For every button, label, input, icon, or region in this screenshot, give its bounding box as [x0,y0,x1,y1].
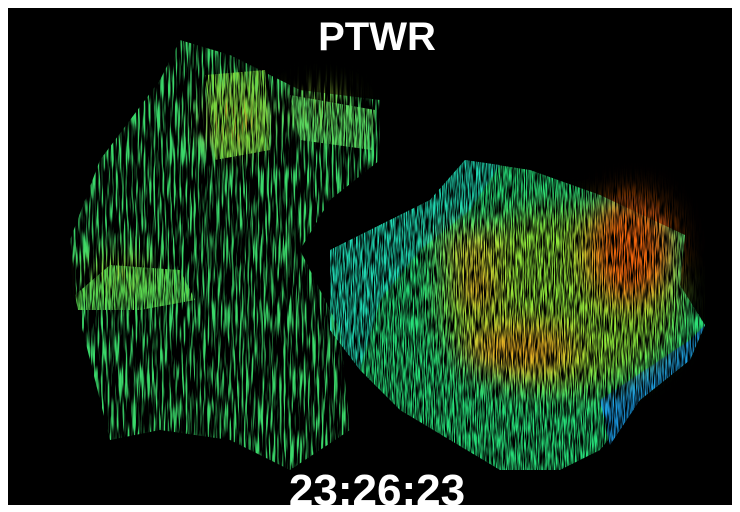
radar-view: PTWR 23:26:23 [0,0,740,512]
timestamp: 23:26:23 [289,466,465,512]
station-title: PTWR [318,15,436,59]
radar-image: PTWR 23:26:23 [0,0,740,512]
